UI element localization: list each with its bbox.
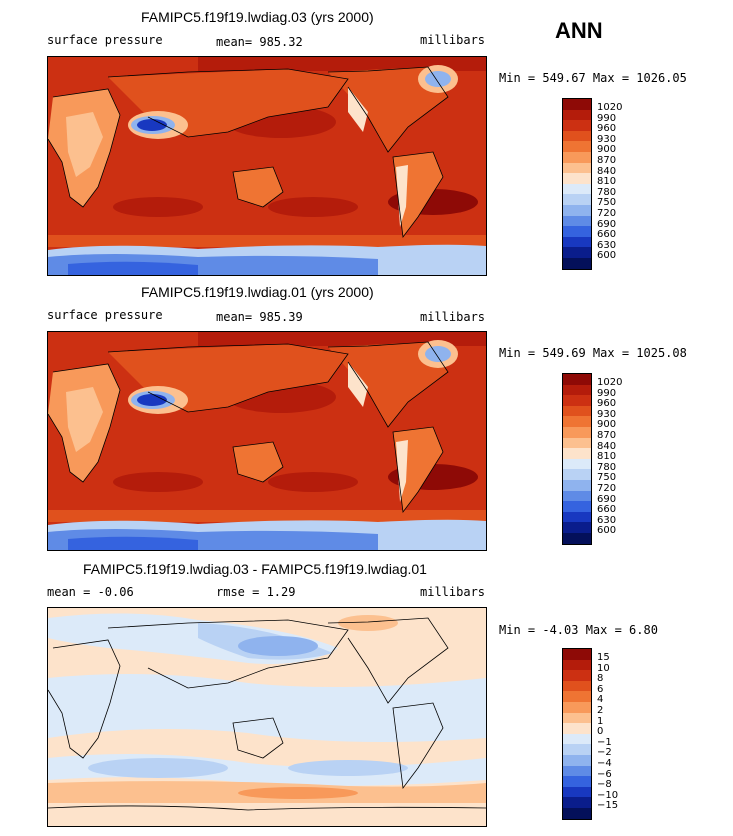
panel-1-legend-tick: 1020: [597, 102, 623, 113]
panel-1-legend-tick: 870: [597, 155, 617, 166]
panel-1-legend-tick: 720: [597, 208, 617, 219]
panel-1-mean-label: mean= 985.32: [216, 35, 303, 49]
season-label: ANN: [555, 18, 603, 43]
panel-2-legend-tick: 840: [597, 440, 617, 452]
panel-3-legend-tick: 1: [597, 715, 604, 727]
panel-1-legend-tick: 930: [597, 133, 617, 145]
panel-2-legend-tick: 600: [597, 525, 617, 537]
panel-2-title: FAMIPC5.f19f19.lwdiag.01 (yrs 2000): [141, 284, 374, 300]
panel-1-legend-tick: 690: [597, 218, 617, 230]
panel-3-legend-tick: 0: [597, 726, 604, 738]
panel-3-rmse-label: rmse = 1.29: [216, 585, 296, 599]
panel-1-legend-tick: 780: [597, 186, 617, 198]
panel-2-colorbar: [562, 373, 592, 545]
panel-1-legend-tick: 810: [597, 176, 617, 188]
panel-1-legend-tick: 990: [597, 112, 617, 124]
panel-1-legend-tick: 660: [597, 229, 617, 241]
panel-3-legend-tick: −2: [597, 747, 612, 759]
panel-1-range-label: Min = 549.67 Max = 1026.05: [499, 71, 687, 85]
panel-2-legend-tick: 1020: [597, 377, 623, 388]
panel-3-legend-tick: 4: [597, 694, 604, 706]
panel-3-colorbar: [562, 648, 592, 820]
panel-3-mean-label: mean = -0.06: [47, 585, 134, 599]
panel-2-legend-tick: 660: [597, 504, 617, 516]
panel-2-legend-tick: 870: [597, 430, 617, 441]
panel-2-legend-tick: 930: [597, 408, 617, 420]
panel-2-legend-tick: 990: [597, 387, 617, 399]
panel-3-legend-tick: 2: [597, 705, 604, 716]
panel-2-map: [47, 331, 487, 551]
panel-3-legend-tick: 8: [597, 673, 604, 685]
panel-3-legend-tick: 10: [597, 662, 610, 674]
panel-3-units-label: millibars: [420, 585, 486, 599]
panel-2-mean-label: mean= 985.39: [216, 310, 303, 324]
panel-2-units-label: millibars: [420, 310, 486, 324]
panel-1-map: [47, 56, 487, 276]
panel-1-legend-tick: 900: [597, 144, 617, 156]
panel-3-legend-tick: 15: [597, 652, 610, 663]
panel-2-legend-tick: 960: [597, 398, 617, 410]
panel-1-legend-tick: 600: [597, 250, 617, 262]
panel-1-legend-tick: 630: [597, 239, 617, 251]
panel-2-legend-tick: 810: [597, 451, 617, 463]
panel-2-legend-tick: 750: [597, 472, 617, 484]
panel-3-legend-tick: −4: [597, 758, 612, 769]
panel-3-map: [47, 607, 487, 827]
panel-3-legend-tick: −1: [597, 736, 612, 748]
panel-2-legend-tick: 630: [597, 514, 617, 526]
panel-1-units-label: millibars: [420, 33, 486, 47]
panel-3-legend-tick: −10: [597, 789, 619, 801]
panel-3-range-label: Min = -4.03 Max = 6.80: [499, 623, 658, 637]
panel-2-legend-tick: 900: [597, 419, 617, 431]
panel-3-title: FAMIPC5.f19f19.lwdiag.03 - FAMIPC5.f19f1…: [83, 561, 427, 577]
panel-3-legend-tick: 6: [597, 683, 604, 695]
panel-1-legend-tick: 750: [597, 197, 617, 209]
panel-3-legend-tick: −8: [597, 779, 612, 791]
panel-3-legend-tick: −15: [597, 800, 619, 812]
panel-2-legend-tick: 780: [597, 461, 617, 473]
panel-1-title: FAMIPC5.f19f19.lwdiag.03 (yrs 2000): [141, 9, 374, 25]
panel-2-variable-label: surface pressure: [47, 308, 163, 322]
panel-1-legend-tick: 840: [597, 165, 617, 177]
panel-2-range-label: Min = 549.69 Max = 1025.08: [499, 346, 687, 360]
panel-1-colorbar: [562, 98, 592, 270]
panel-1-legend-tick: 960: [597, 123, 617, 135]
panel-3-legend-tick: −6: [597, 768, 612, 780]
panel-2-legend-tick: 690: [597, 493, 617, 505]
panel-2-legend-tick: 720: [597, 483, 617, 494]
panel-1-variable-label: surface pressure: [47, 33, 163, 47]
